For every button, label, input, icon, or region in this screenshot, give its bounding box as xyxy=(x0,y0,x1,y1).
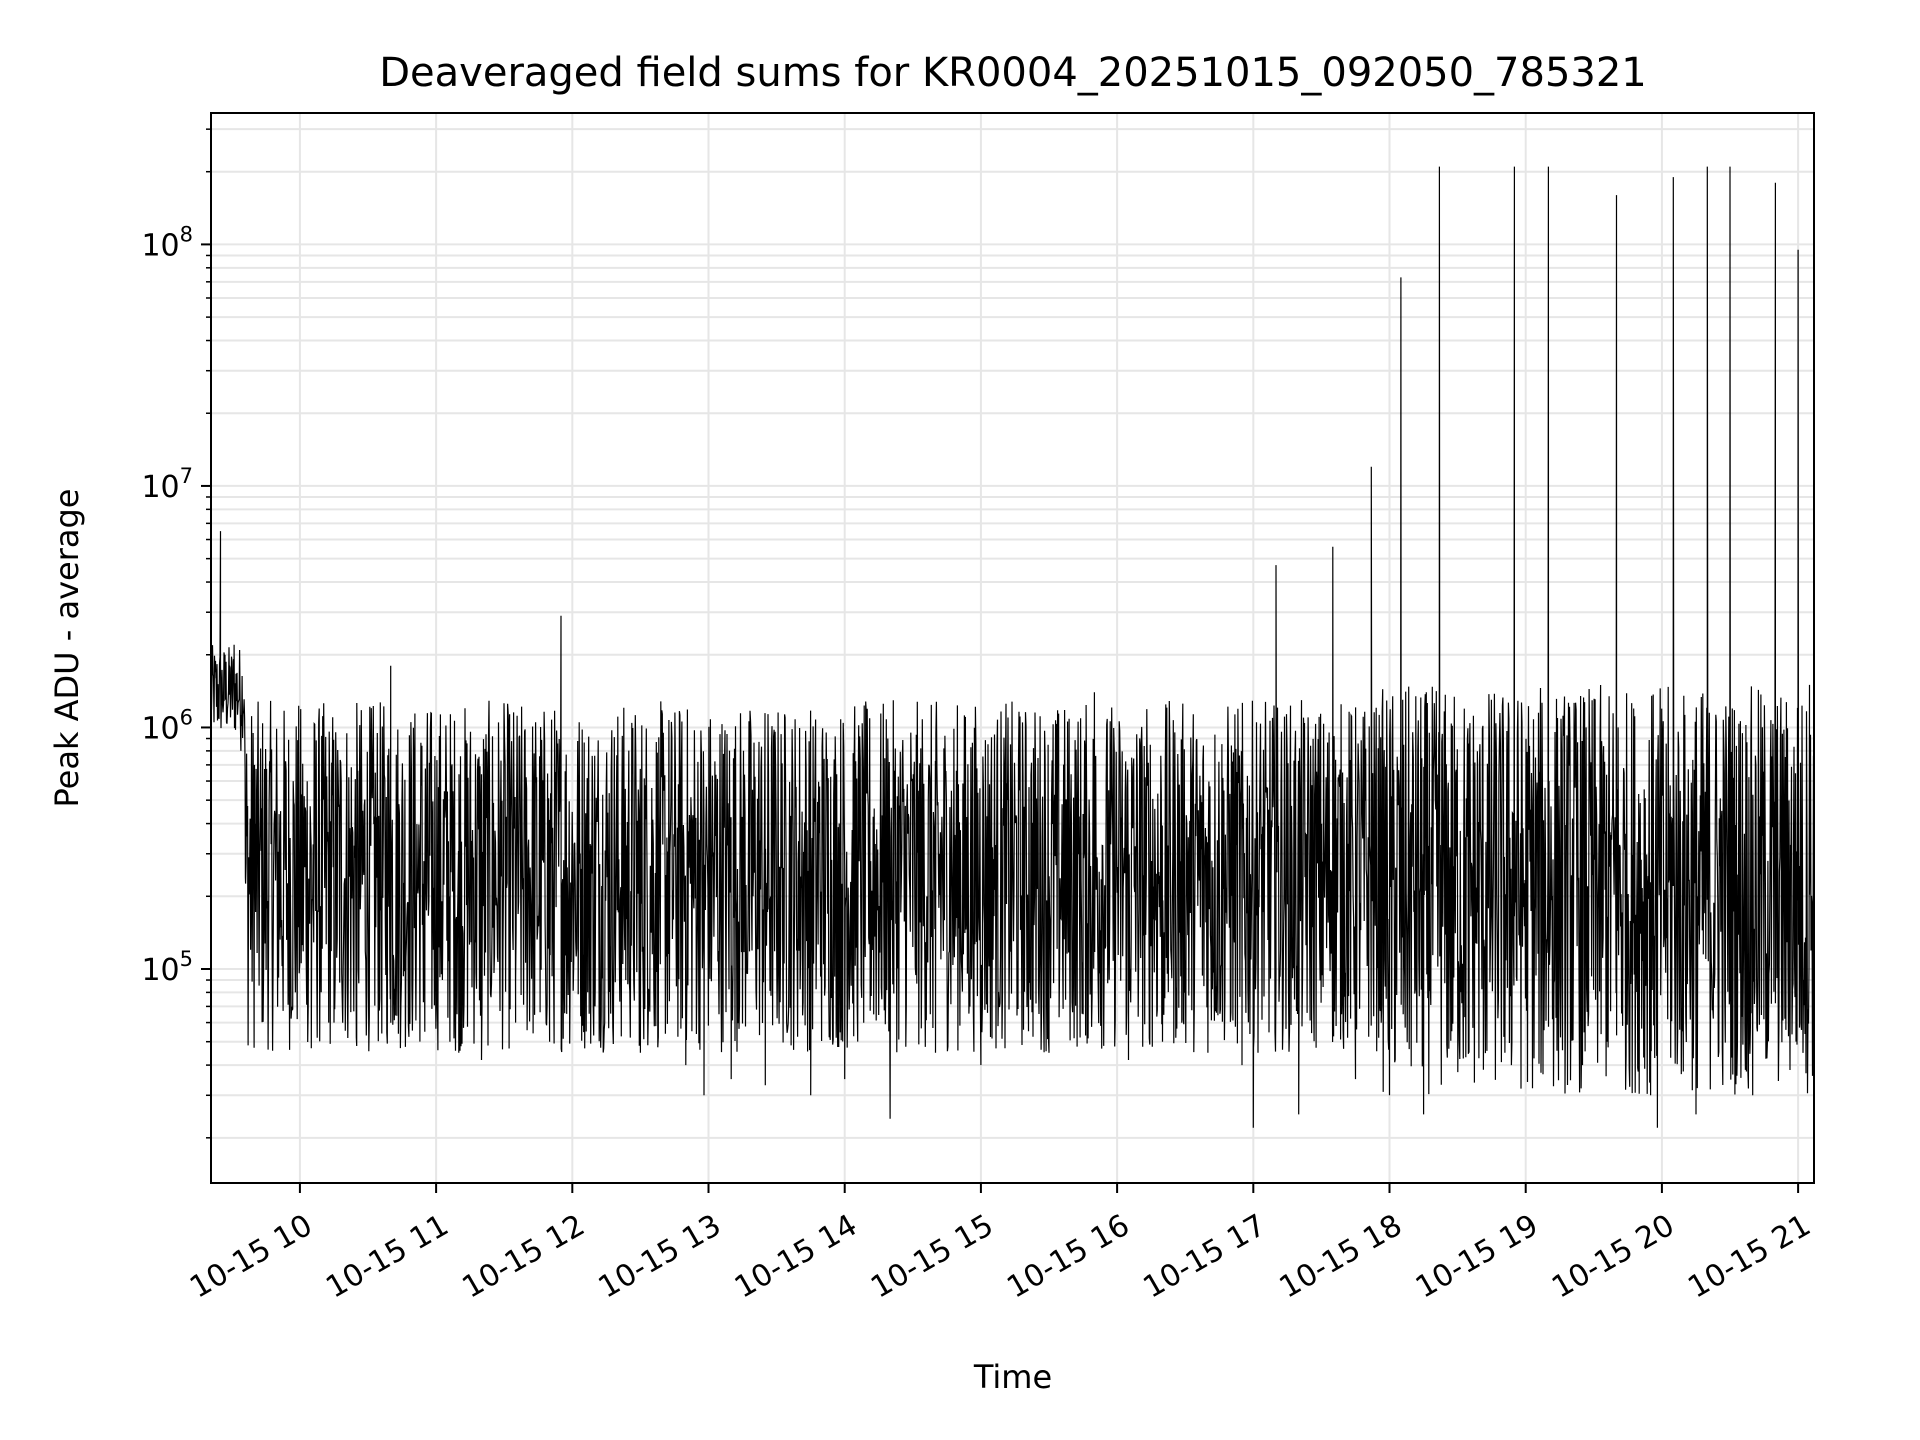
y-tick-base: 10 xyxy=(141,470,179,505)
y-tick-exponent: 8 xyxy=(180,222,193,246)
plot-frame xyxy=(210,112,1815,1184)
x-axis-title: Time xyxy=(973,1358,1052,1396)
y-axis-title: Peak ADU - average xyxy=(48,489,86,808)
y-tick-base: 10 xyxy=(141,953,179,988)
y-tick-label: 107 xyxy=(141,464,193,505)
y-tick-base: 10 xyxy=(141,711,179,746)
y-tick-base: 10 xyxy=(141,228,179,263)
y-tick-label: 108 xyxy=(141,222,193,263)
chart-title: Deaveraged field sums for KR0004_2025101… xyxy=(379,50,1647,96)
y-tick-exponent: 6 xyxy=(180,705,193,729)
plot-area xyxy=(211,166,1814,1128)
y-tick-label: 106 xyxy=(141,705,193,746)
series-line xyxy=(211,166,1814,1128)
y-tick-exponent: 7 xyxy=(180,464,193,488)
y-tick-exponent: 5 xyxy=(180,947,193,971)
series-layer xyxy=(211,166,1814,1128)
y-tick-label: 105 xyxy=(141,947,193,988)
